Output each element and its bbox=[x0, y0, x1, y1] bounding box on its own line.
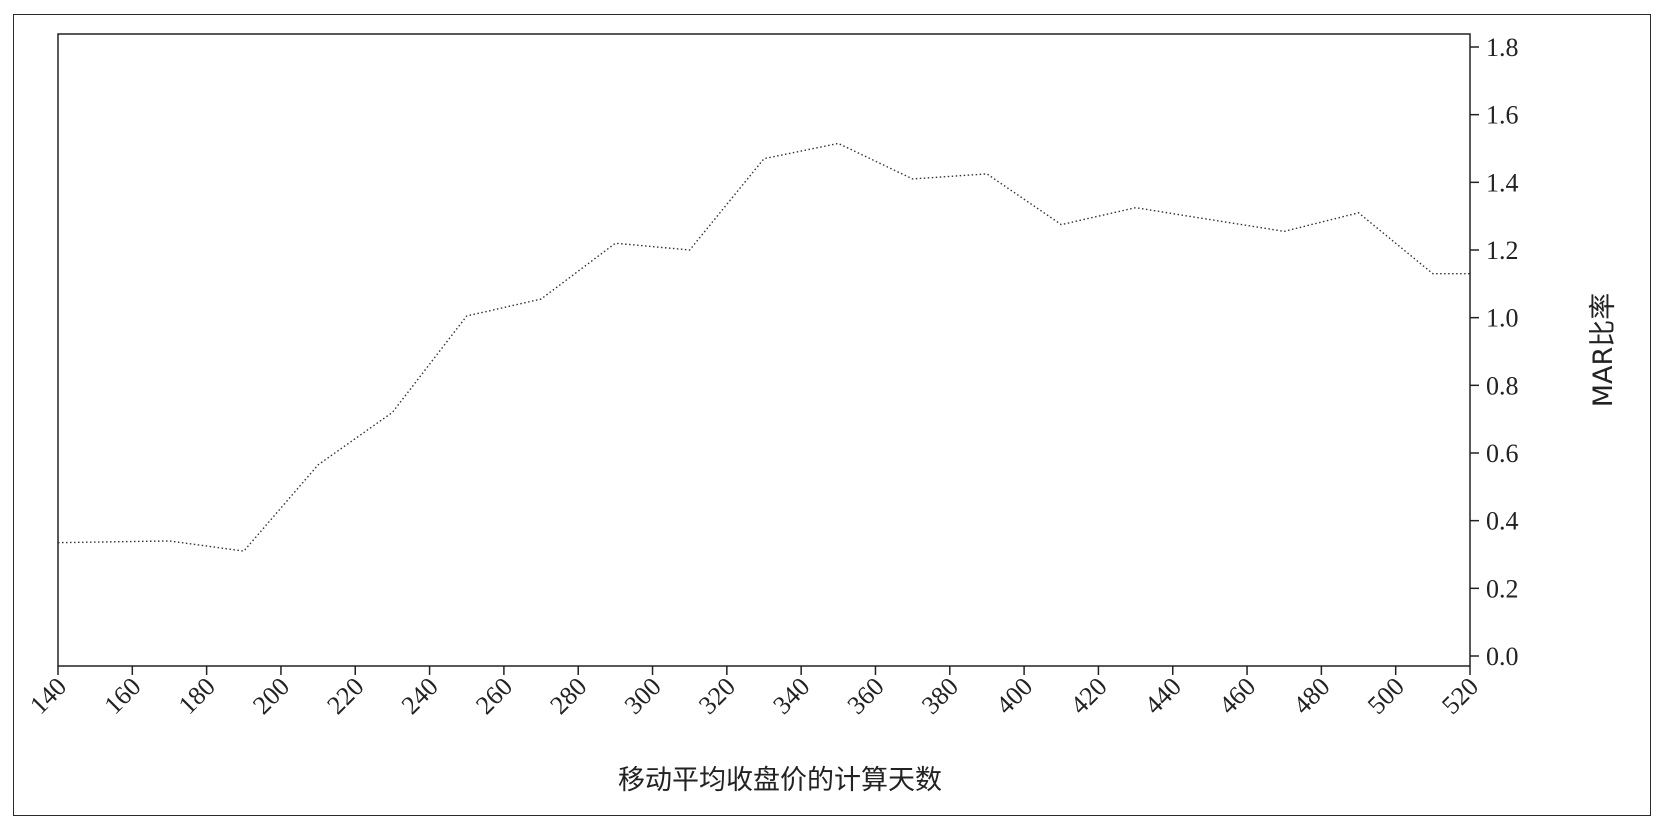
x-tick-label: 460 bbox=[1213, 672, 1261, 720]
y-tick-label: 1.2 bbox=[1486, 236, 1519, 265]
y-tick-label: 0.4 bbox=[1486, 507, 1519, 536]
x-tick-label: 360 bbox=[842, 672, 890, 720]
x-tick-label: 180 bbox=[173, 672, 221, 720]
x-tick-label: 520 bbox=[1436, 672, 1484, 720]
y-tick-label: 1.6 bbox=[1486, 101, 1519, 130]
x-tick-label: 140 bbox=[24, 672, 72, 720]
y-tick-label: 0.6 bbox=[1486, 439, 1519, 468]
y-tick-label: 0.2 bbox=[1486, 574, 1519, 603]
x-tick-label: 240 bbox=[396, 672, 444, 720]
x-axis-ticks: 140 160 180 200 220 240 260 280 300 320 340 360 380 4… bbox=[24, 666, 1484, 720]
x-axis-label: 移动平均收盘价的计算天数 bbox=[618, 765, 942, 796]
series-line bbox=[57, 142, 1470, 552]
y-tick-label: 0.0 bbox=[1486, 642, 1519, 671]
x-tick-label: 300 bbox=[619, 672, 667, 720]
plot-area bbox=[57, 33, 1471, 667]
x-tick-label: 160 bbox=[98, 672, 146, 720]
y-axis-ticks: 0.0 0.2 0.4 0.6 0.8 1.0 1.2 1.4 1.6 1.8 bbox=[1470, 33, 1519, 671]
x-tick-label: 340 bbox=[767, 672, 815, 720]
x-tick-label: 420 bbox=[1065, 672, 1113, 720]
y-tick-label: 1.0 bbox=[1486, 304, 1519, 333]
y-tick-label: 1.4 bbox=[1486, 168, 1519, 197]
y-tick-label: 0.8 bbox=[1486, 371, 1519, 400]
y-tick-label: 1.8 bbox=[1486, 33, 1519, 62]
x-tick-label: 280 bbox=[544, 672, 592, 720]
x-tick-label: 480 bbox=[1288, 672, 1336, 720]
y-axis-label: MAR比率 bbox=[1588, 293, 1619, 408]
x-tick-label: 400 bbox=[990, 672, 1038, 720]
x-tick-label: 500 bbox=[1362, 672, 1410, 720]
x-tick-label: 200 bbox=[247, 672, 295, 720]
x-tick-label: 440 bbox=[1139, 672, 1187, 720]
x-tick-label: 380 bbox=[916, 672, 964, 720]
x-tick-label: 320 bbox=[693, 672, 741, 720]
x-tick-label: 220 bbox=[321, 672, 369, 720]
x-tick-label: 260 bbox=[470, 672, 518, 720]
figure-frame bbox=[13, 14, 1651, 816]
